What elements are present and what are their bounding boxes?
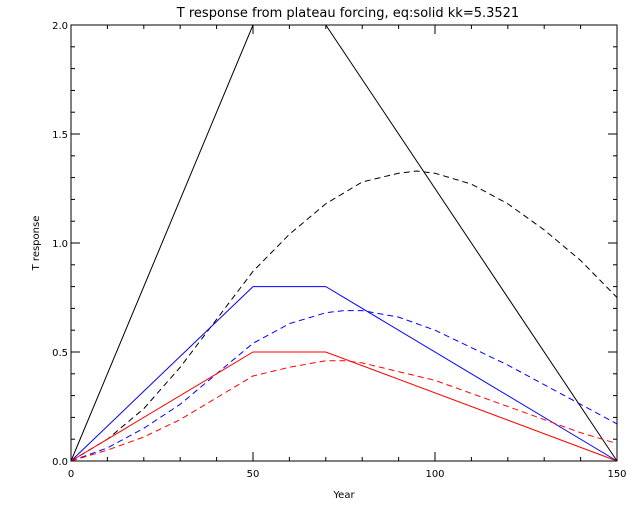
y-axis: 0.0 0.5 1.0 1.5 2.0 [52,21,617,468]
y-tick-label: 1.0 [52,239,68,250]
series-line-2 [70,170,618,462]
series-line-6 [70,360,618,462]
y-tick-label: 1.5 [52,130,68,141]
series-line-1 [70,24,618,462]
x-axis: 0 50 100 150 [68,25,627,480]
y-axis-title: T response [31,216,42,272]
chart-title: T response from plateau forcing, eq:soli… [176,6,519,21]
series-line-5 [70,351,618,462]
x-tick-label: 100 [425,469,444,480]
series-line-4 [70,310,618,462]
series-layer [70,24,618,462]
x-tick-label: 150 [607,469,626,480]
series-line-3 [70,286,618,462]
y-tick-label: 0.5 [52,348,68,359]
x-tick-label: 0 [68,469,74,480]
x-axis-title: Year [332,490,355,501]
x-tick-label: 50 [247,469,260,480]
y-tick-label: 0.0 [52,457,68,468]
plot-frame [70,24,618,462]
y-tick-label: 2.0 [52,21,68,32]
